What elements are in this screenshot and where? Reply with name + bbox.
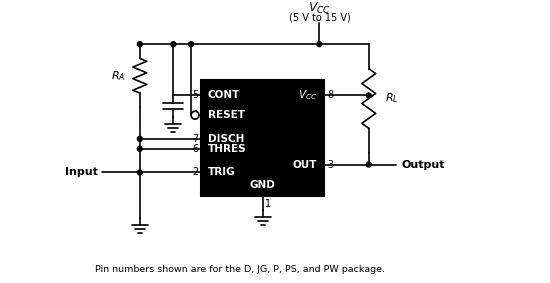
Text: 2: 2 [192,168,198,177]
Circle shape [171,42,176,47]
Text: $R_A$: $R_A$ [112,69,126,83]
Text: 8: 8 [327,91,333,100]
Circle shape [138,146,142,151]
Text: DISCH: DISCH [208,134,244,144]
Text: GND: GND [250,180,276,190]
Text: 3: 3 [327,160,333,170]
Text: $V_{CC}$: $V_{CC}$ [298,89,317,102]
Circle shape [138,136,142,142]
Text: $V_{CC}$: $V_{CC}$ [308,1,331,16]
Text: 1: 1 [265,199,271,209]
Text: TRIG: TRIG [208,168,235,177]
Text: Output: Output [402,160,445,170]
Text: CONT: CONT [208,91,240,100]
Circle shape [366,93,371,98]
Text: (5 V to 15 V): (5 V to 15 V) [289,12,350,23]
Text: 7: 7 [192,134,198,144]
Circle shape [191,111,199,119]
Text: Input: Input [65,168,98,177]
Circle shape [317,42,322,47]
Circle shape [189,42,194,47]
Text: 6: 6 [192,144,198,154]
Circle shape [366,162,371,167]
Text: 5: 5 [192,91,198,100]
Circle shape [138,42,142,47]
Text: OUT: OUT [293,160,317,170]
Circle shape [138,170,142,175]
Text: RESET: RESET [208,110,245,120]
Bar [201,80,324,196]
Text: 4: 4 [192,110,198,120]
Text: Pin numbers shown are for the D, JG, P, PS, and PW package.: Pin numbers shown are for the D, JG, P, … [96,265,386,274]
Text: $R_L$: $R_L$ [384,91,398,105]
Text: THRES: THRES [208,144,246,154]
